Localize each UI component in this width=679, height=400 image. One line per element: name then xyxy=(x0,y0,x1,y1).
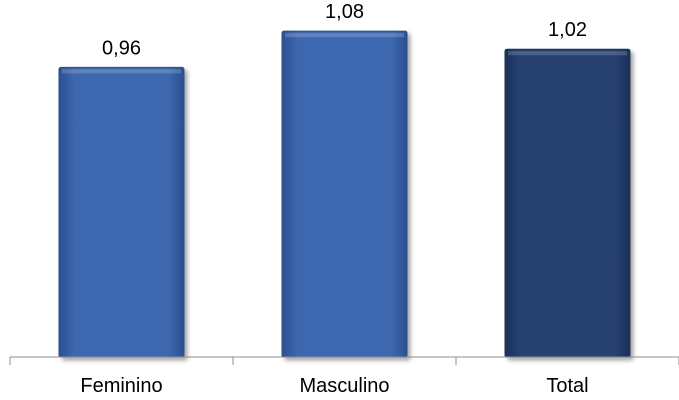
tick-label-total: Total xyxy=(546,375,588,397)
x-axis-ticks xyxy=(9,357,679,365)
data-label-total: 1,02 xyxy=(548,19,587,41)
data-label-feminino: 0,96 xyxy=(102,37,141,59)
x-axis-tick-labels: Feminino Masculino Total xyxy=(80,375,588,397)
tick-label-feminino: Feminino xyxy=(80,375,162,397)
tick-label-masculino: Masculino xyxy=(299,375,389,397)
bar-highlight-feminino xyxy=(62,69,181,74)
data-labels-group: 0,96 1,08 1,02 xyxy=(102,1,587,59)
bar-masculino xyxy=(281,30,408,358)
bar-total xyxy=(504,48,631,358)
bar-highlight-total xyxy=(508,51,627,56)
bars-group xyxy=(58,30,631,358)
data-label-masculino: 1,08 xyxy=(325,1,364,23)
bar-feminino xyxy=(58,66,185,358)
bar-highlight-masculino xyxy=(285,33,404,38)
